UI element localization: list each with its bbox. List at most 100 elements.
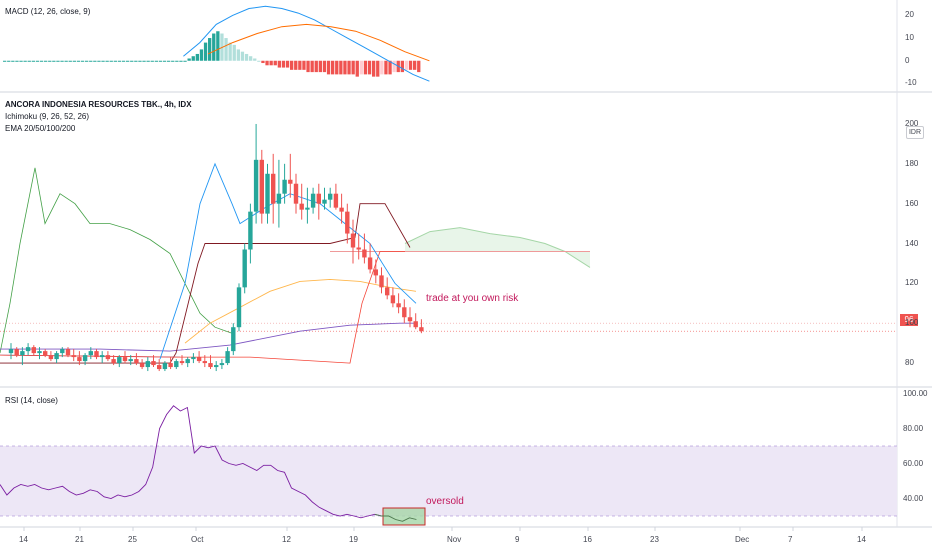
price-candle — [196, 357, 202, 362]
time-axis-tick: 23 — [650, 535, 659, 544]
price-candle — [31, 347, 36, 354]
price-candle — [174, 361, 179, 368]
macd-histogram-bar — [408, 60, 413, 70]
price-candle — [328, 193, 333, 200]
macd-signal-line — [207, 23, 430, 62]
macd-histogram-bar — [384, 60, 388, 75]
price-candle — [88, 351, 93, 356]
price-candle — [248, 211, 253, 250]
price-axis-tick: 120 — [905, 278, 919, 288]
rsi-axis-tick: 100.00 — [903, 388, 928, 398]
macd-histogram-bar — [359, 60, 363, 75]
price-candle — [77, 357, 82, 362]
price-axis-tick: 140 — [905, 238, 919, 248]
macd-histogram-bar — [162, 60, 167, 62]
macd-histogram-bar — [150, 60, 154, 62]
macd-histogram-bar — [113, 60, 117, 62]
price-candle — [105, 355, 111, 360]
macd-histogram-bar — [208, 38, 212, 61]
macd-axis-tick: 10 — [905, 33, 914, 43]
rsi-indicator-label[interactable]: RSI (14, close) — [5, 396, 58, 405]
price-candle — [367, 257, 373, 270]
ema-indicator-label[interactable]: EMA 20/50/100/200 — [5, 124, 76, 133]
ichimoku-span-a — [404, 227, 591, 268]
macd-histogram-bar — [89, 60, 93, 62]
macd-histogram-bar — [68, 60, 72, 62]
price-candle — [231, 327, 236, 352]
macd-histogram-bar — [290, 60, 294, 70]
macd-histogram-bar — [318, 60, 322, 73]
macd-histogram-bar — [294, 60, 298, 70]
macd-histogram-bar — [400, 60, 404, 73]
macd-histogram-bar — [224, 38, 228, 61]
macd-histogram-bar — [253, 58, 257, 61]
price-axis-tick: 180 — [905, 158, 919, 168]
price-candle — [345, 211, 350, 234]
macd-histogram-bar — [240, 51, 245, 61]
macd-histogram-bar — [15, 60, 19, 62]
macd-histogram-bar — [101, 60, 105, 62]
time-axis-tick: 19 — [349, 535, 358, 544]
price-candle — [379, 275, 384, 288]
macd-axis-tick: 20 — [905, 10, 914, 20]
macd-histogram-bar — [261, 60, 265, 64]
macd-histogram-bar — [249, 56, 253, 61]
price-candle — [333, 193, 339, 208]
price-candle — [157, 365, 162, 370]
price-candle — [236, 287, 242, 328]
price-candle — [288, 179, 293, 184]
price-candle — [293, 183, 299, 204]
macd-histogram-bar — [117, 60, 122, 62]
macd-histogram-bar — [175, 60, 179, 62]
price-axis-tick: 160 — [905, 198, 919, 208]
macd-histogram-bar — [48, 60, 52, 62]
price-candle — [48, 355, 54, 360]
macd-histogram-bar — [31, 60, 35, 62]
price-axis-tick: 100 — [905, 318, 919, 328]
ichimoku-cloud-fill — [405, 227, 590, 268]
macd-histogram-bar — [232, 44, 236, 61]
price-candle — [305, 207, 310, 210]
price-candle — [282, 179, 287, 194]
ichimoku-indicator-label[interactable]: Ichimoku (9, 26, 52, 26) — [5, 112, 90, 121]
oversold-annotation: oversold — [426, 496, 464, 507]
macd-histogram-bar — [39, 60, 44, 62]
price-candle — [350, 233, 356, 248]
macd-histogram-bar — [85, 60, 89, 62]
price-candle — [385, 287, 390, 296]
price-candle — [71, 355, 76, 358]
macd-histogram-bar — [310, 60, 314, 73]
macd-histogram-bar — [11, 60, 15, 62]
macd-histogram-bar — [372, 60, 376, 77]
macd-histogram-bar — [27, 60, 31, 62]
price-candle — [25, 347, 31, 352]
price-candle — [242, 249, 247, 288]
price-candle — [94, 351, 99, 358]
price-candle — [322, 199, 327, 204]
oversold-highlight-box — [382, 507, 426, 526]
macd-histogram-bar — [142, 60, 146, 62]
price-candle — [396, 303, 401, 308]
macd-histogram-bar — [199, 49, 204, 61]
rsi-line — [0, 405, 417, 522]
macd-histogram-bar — [347, 60, 351, 75]
macd-histogram-bar — [376, 60, 380, 77]
macd-histogram-bar — [3, 60, 7, 62]
price-candle — [339, 207, 344, 212]
macd-histogram-bar — [236, 49, 240, 61]
currency-badge[interactable]: IDR — [906, 126, 924, 139]
macd-histogram-bar — [64, 60, 68, 62]
macd-histogram-bar — [257, 60, 261, 62]
macd-histogram-bar — [80, 60, 85, 62]
macd-histogram-bar — [203, 42, 208, 61]
price-candle — [65, 349, 71, 356]
macd-histogram-bar — [392, 60, 396, 73]
macd-indicator-label[interactable]: MACD (12, 26, close, 9) — [5, 7, 91, 16]
price-candle — [43, 351, 48, 356]
macd-histogram-bar — [343, 60, 347, 75]
macd-histogram-bar — [126, 60, 130, 62]
macd-histogram-bar — [60, 60, 64, 62]
symbol-title: ANCORA INDONESIA RESOURCES TBK., 4h, IDX — [5, 100, 192, 109]
